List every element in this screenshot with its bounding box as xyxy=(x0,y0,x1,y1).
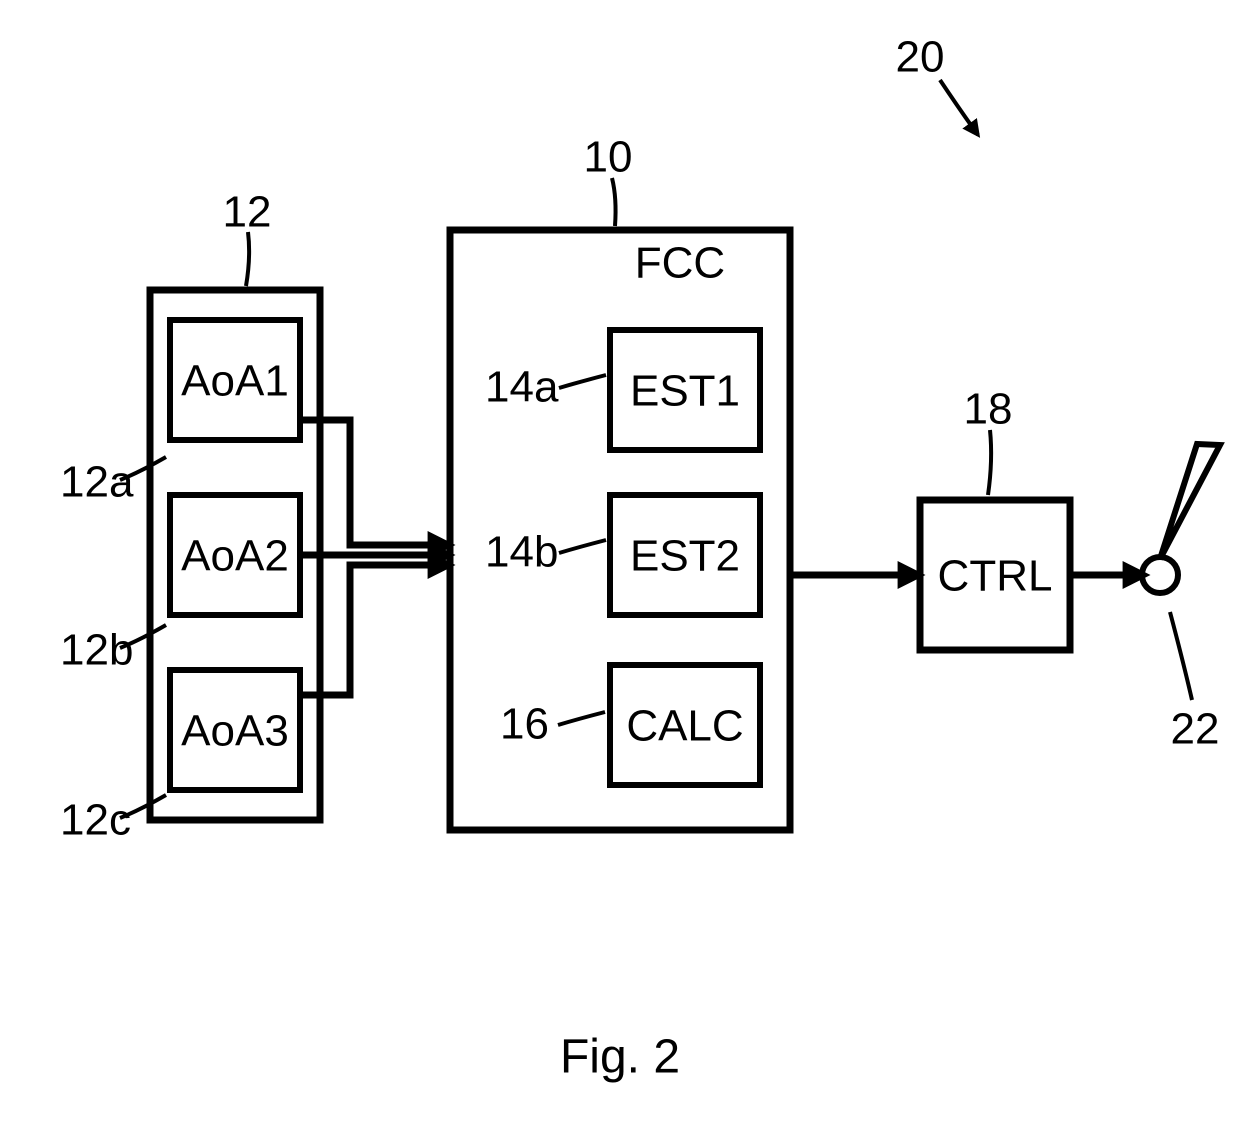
lead-22 xyxy=(1170,612,1192,700)
ref-18: 18 xyxy=(964,385,1013,434)
ref-20: 20 xyxy=(896,33,945,82)
aoa1-label: AoA1 xyxy=(181,357,289,406)
ref-12: 12 xyxy=(223,188,272,237)
lead-10 xyxy=(612,178,616,226)
figure-caption: Fig. 2 xyxy=(560,1031,680,1084)
ctrl-label: CTRL xyxy=(938,552,1053,601)
lead-16 xyxy=(558,712,605,725)
lead-12 xyxy=(246,232,249,286)
ref-14a: 14a xyxy=(485,363,559,412)
est1-label: EST1 xyxy=(630,367,740,416)
lead-18 xyxy=(988,430,991,495)
ref-22: 22 xyxy=(1171,705,1220,754)
calc-label: CALC xyxy=(626,702,743,751)
ref-12c: 12c xyxy=(60,796,131,845)
ref-16: 16 xyxy=(500,700,549,749)
est2-label: EST2 xyxy=(630,532,740,581)
ref-12a: 12a xyxy=(60,458,134,507)
lead-14b xyxy=(559,540,606,553)
control-surface-hinge xyxy=(1142,557,1178,593)
ref-12b: 12b xyxy=(60,626,133,675)
aoa2-label: AoA2 xyxy=(181,532,289,581)
ref-10: 10 xyxy=(584,133,633,182)
control-surface-wedge xyxy=(1160,444,1220,559)
lead-20 xyxy=(940,80,978,135)
lead-14a xyxy=(559,375,606,388)
fcc-title: FCC xyxy=(635,239,725,288)
aoa3-label: AoA3 xyxy=(181,707,289,756)
ref-14b: 14b xyxy=(485,528,558,577)
